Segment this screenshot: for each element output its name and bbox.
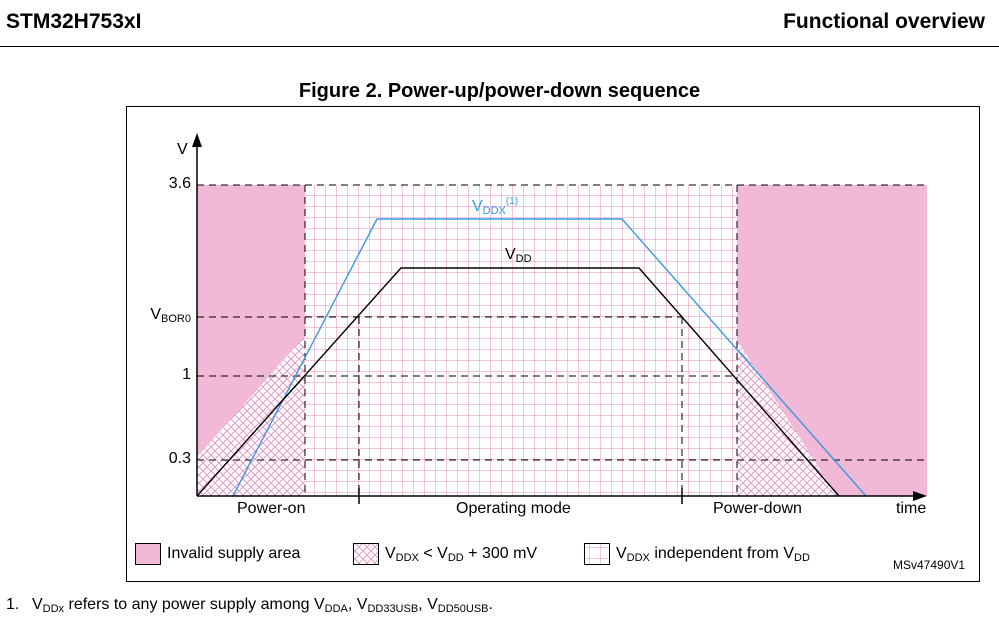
legend-swatch-invalid: [135, 543, 161, 565]
legend-swatch-grid-fill: [584, 543, 610, 565]
y-axis-label: V: [177, 141, 188, 158]
phase-label-power-on: Power-on: [237, 500, 306, 517]
figure-title: Figure 2. Power-up/power-down sequence: [298, 80, 701, 102]
footnote: 1. VDDx refers to any power supply among …: [6, 596, 493, 615]
independent-area: [305, 185, 737, 496]
legend-swatch-hatch-fill: [353, 543, 379, 565]
legend-label-hatch: VDDX < VDD + 300 mV: [385, 545, 538, 564]
invalid-area-right: [737, 185, 927, 496]
vdd-label: VDD: [505, 246, 532, 265]
vddx-label: VDDX(1): [472, 196, 519, 217]
power-sequence-diagram: [192, 133, 927, 565]
y-tick-vbor0: VBOR0: [150, 306, 191, 325]
document-header-right: Functional overview: [783, 10, 985, 33]
invalid-area-left: [197, 185, 305, 457]
document-header-left: STM32H753xI: [6, 10, 142, 33]
hatched-area-left: [197, 336, 305, 496]
vddx-curve: [232, 218, 867, 497]
y-tick-3v6: 3.6: [168, 175, 191, 192]
legend-label-grid: VDDX independent from VDD: [616, 545, 810, 564]
legend-swatch-hatch: [353, 543, 379, 565]
legend-swatch-grid: [584, 543, 610, 565]
x-axis-label: time: [896, 500, 927, 517]
y-axis-arrow: [192, 133, 202, 147]
vdd-curve: [196, 267, 840, 497]
y-tick-1v: 1: [182, 366, 191, 383]
y-tick-0v3: 0.3: [168, 450, 191, 467]
phase-label-power-down: Power-down: [713, 500, 802, 517]
figure-reference: MSv47490V1: [893, 558, 966, 572]
phase-label-operating: Operating mode: [456, 500, 571, 517]
x-axis-arrow: [913, 491, 927, 501]
hatched-area-right: [737, 340, 927, 496]
legend-label-invalid: Invalid supply area: [167, 545, 301, 562]
figure-frame: V 3.6 VBOR0 1 0.3 time VDDX(1) VDD Power…: [126, 106, 980, 582]
header-rule: [0, 46, 999, 47]
